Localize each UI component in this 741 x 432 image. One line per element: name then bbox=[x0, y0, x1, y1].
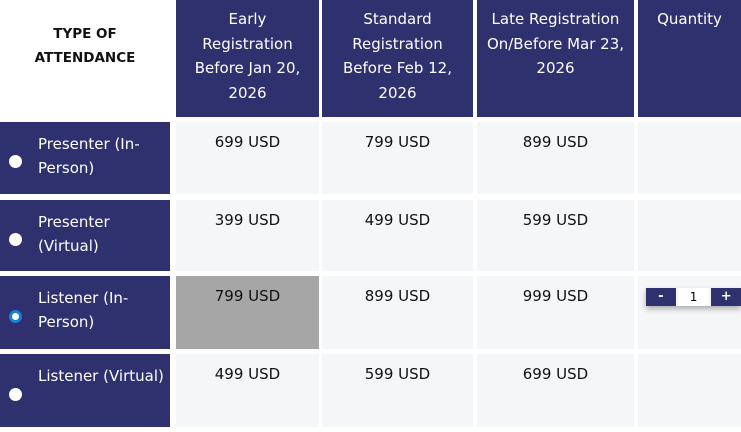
header-late: Late Registration On/Before Mar 23, 2026 bbox=[477, 0, 634, 117]
price-late: 999 USD bbox=[477, 276, 634, 349]
quantity-input[interactable]: 1 bbox=[678, 288, 709, 306]
price-standard: 799 USD bbox=[322, 122, 473, 194]
price-early: 399 USD bbox=[176, 200, 319, 271]
price-early: 699 USD bbox=[176, 122, 319, 194]
header-standard: Standard Registration Before Feb 12, 202… bbox=[322, 0, 473, 117]
quantity-cell bbox=[638, 200, 741, 271]
price-late: 899 USD bbox=[477, 122, 634, 194]
attendance-option[interactable]: Listener (In-Person) bbox=[0, 276, 170, 349]
quantity-cell bbox=[638, 276, 741, 349]
attendance-label: Presenter (In-Person) bbox=[38, 135, 140, 177]
radio-button[interactable] bbox=[9, 155, 22, 168]
price-late: 599 USD bbox=[477, 200, 634, 271]
price-standard: 599 USD bbox=[322, 354, 473, 427]
price-standard: 499 USD bbox=[322, 200, 473, 271]
radio-button[interactable] bbox=[9, 387, 22, 401]
radio-button[interactable] bbox=[9, 309, 22, 323]
attendance-option[interactable]: Listener (Virtual) bbox=[0, 354, 170, 427]
header-early: Early Registration Before Jan 20, 2026 bbox=[176, 0, 319, 117]
header-quantity: Quantity bbox=[638, 0, 741, 117]
header-type: TYPE OF ATTENDANCE bbox=[0, 0, 170, 117]
radio-button[interactable] bbox=[9, 232, 22, 246]
decrement-button[interactable]: - bbox=[646, 288, 676, 306]
quantity-cell bbox=[638, 354, 741, 427]
attendance-label: Listener (Virtual) bbox=[38, 367, 164, 385]
attendance-label: Presenter (Virtual) bbox=[38, 213, 110, 255]
price-late: 699 USD bbox=[477, 354, 634, 427]
attendance-label: Listener (In-Person) bbox=[38, 289, 129, 331]
quantity-stepper[interactable]: - 1 + bbox=[646, 288, 741, 306]
price-early: 799 USD bbox=[176, 276, 319, 349]
quantity-cell bbox=[638, 122, 741, 194]
attendance-option[interactable]: Presenter (Virtual) bbox=[0, 200, 170, 271]
price-standard: 899 USD bbox=[322, 276, 473, 349]
price-early: 499 USD bbox=[176, 354, 319, 427]
increment-button[interactable]: + bbox=[711, 288, 741, 306]
attendance-option[interactable]: Presenter (In-Person) bbox=[0, 122, 170, 194]
